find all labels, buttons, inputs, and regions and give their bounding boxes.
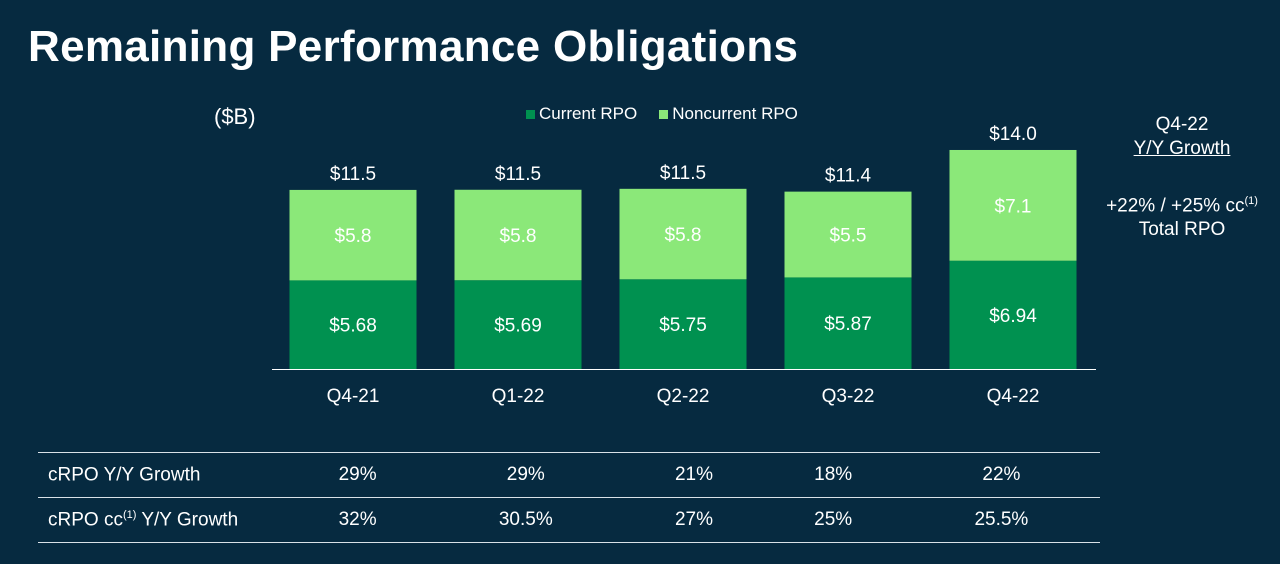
callout-heading: Y/Y Growth [1133,138,1231,159]
page-title: Remaining Performance Obligations [28,22,799,71]
x-tick-label: Q1-22 [492,386,545,407]
table-cell: 29% [288,452,428,498]
table-cell: 25.5% [902,497,1100,543]
bar-current-rpo [619,279,747,369]
table-cell: 32% [288,497,428,543]
data-label-current: $5.68 [329,316,377,337]
table-cell: 22% [902,452,1100,498]
callout-growth: +22% / +25% cc(1) [1092,189,1272,218]
bar-current-rpo [949,260,1077,369]
table-cell: 25% [763,497,903,543]
data-label-noncurrent: $5.8 [335,226,372,247]
bar-current-rpo [289,280,417,369]
data-label-noncurrent: $7.1 [995,196,1032,217]
bar-noncurrent-rpo [619,188,747,280]
bar-noncurrent-rpo [784,191,912,278]
data-label-total: $11.5 [495,164,541,185]
callout-metric: Total RPO [1138,219,1226,241]
row-label-text: cRPO cc [48,509,123,531]
data-label-current: $5.69 [494,316,542,337]
data-label-noncurrent: $5.8 [500,226,537,247]
data-label-current: $5.75 [659,315,707,336]
legend-swatch-noncurrent [659,109,669,119]
table-cell: 27% [624,497,764,543]
legend-item-current: Current RPO [526,104,637,124]
data-label-total: $14.0 [989,124,1037,145]
crpo-growth-table: cRPO Y/Y Growth 29% 29% 21% 18% 22% cRPO cc(1)… [38,452,1100,543]
table-row: cRPO cc(1) Y/Y Growth 32% 30.5% 27% 25% 25.5% [38,497,1100,543]
legend-label-noncurrent: Noncurrent RPO [672,104,798,123]
callout-period: Q4-22 [1155,114,1209,135]
row-label: cRPO cc(1) Y/Y Growth [38,497,288,543]
table-cell: 30.5% [427,497,625,543]
row-label-text: cRPO Y/Y Growth [48,464,201,486]
x-tick-label: Q3-22 [822,386,875,407]
callout-growth-text: +22% / +25% cc [1106,195,1245,217]
legend-label-current: Current RPO [539,104,638,123]
x-tick-label: Q4-21 [327,386,380,407]
row-label-footnote: (1) [122,508,137,521]
x-tick-label: Q4-22 [987,386,1040,407]
callout-footnote-mark: (1) [1244,195,1258,207]
legend-swatch-current [526,109,535,119]
rpo-stacked-bar-chart: $5.68 $5.8 $11.5 Q4-21 $5.69 $5.8 $11.5 Q1-22 $5… [272,124,1096,407]
table-cell: 29% [427,452,625,498]
bar-noncurrent-rpo [289,189,417,281]
bar-current-rpo [784,277,912,369]
chart-legend: Current RPO Noncurrent RPO [526,104,798,124]
data-label-total: $11.4 [825,166,872,187]
table-cell: 18% [763,452,903,498]
table-row: cRPO Y/Y Growth 29% 29% 21% 18% 22% [38,452,1100,498]
legend-item-noncurrent: Noncurrent RPO [659,104,798,124]
bar-noncurrent-rpo [949,149,1077,261]
data-label-total: $11.5 [330,164,376,185]
row-label-suffix: Y/Y Growth [136,509,239,531]
yoy-growth-callout: Q4-22 Y/Y Growth +22% / +25% cc(1) Total… [1092,113,1272,242]
x-tick-label: Q2-22 [657,386,710,407]
table-cell: 21% [624,452,764,498]
unit-label: ($B) [214,104,256,129]
bar-current-rpo [454,280,582,369]
row-label: cRPO Y/Y Growth [38,452,288,498]
data-label-current: $6.94 [989,306,1037,327]
data-label-noncurrent: $5.5 [830,226,867,247]
data-label-current: $5.87 [824,314,872,335]
data-label-noncurrent: $5.8 [665,225,702,246]
bar-noncurrent-rpo [454,189,582,281]
data-label-total: $11.5 [660,163,706,184]
